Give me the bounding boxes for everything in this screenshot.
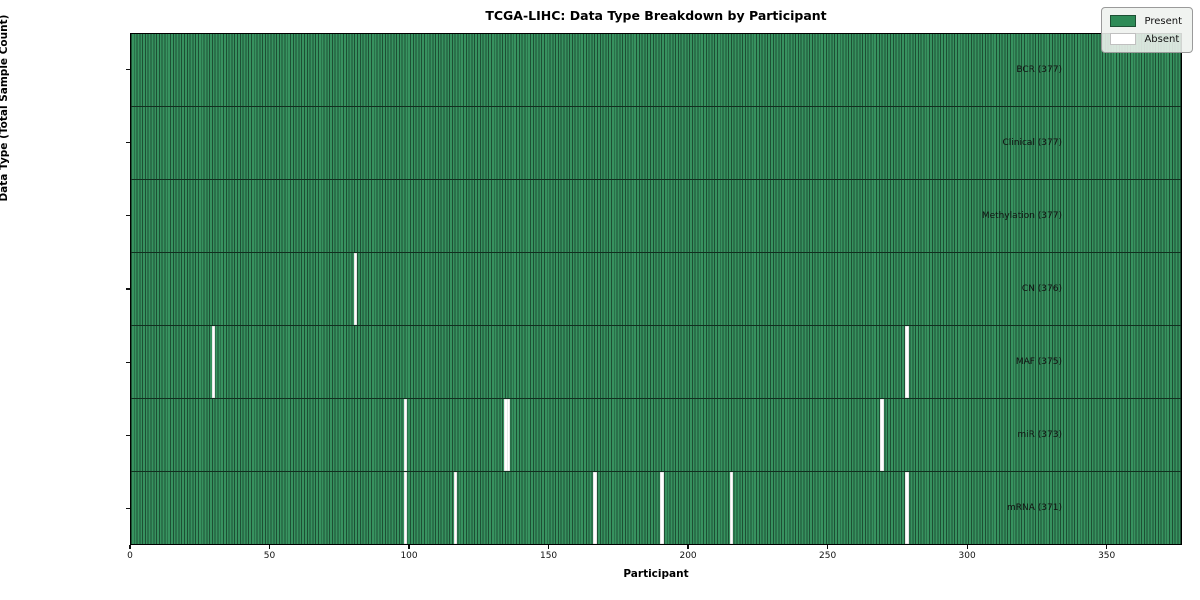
y-tick-label: mRNA (371) <box>1007 503 1062 514</box>
x-tick-mark <box>966 545 968 549</box>
y-tick-label: MAF (375) <box>1015 357 1062 368</box>
y-tick-label: Methylation (377) <box>981 210 1062 221</box>
legend-entry-absent: Absent <box>1110 33 1182 45</box>
x-tick-mark <box>268 545 271 549</box>
absent-cell <box>905 326 909 398</box>
absent-cell <box>353 253 358 325</box>
y-tick-mark <box>126 142 130 144</box>
x-tick-mark <box>129 545 131 549</box>
y-tick-label: CN (376) <box>1021 284 1062 294</box>
y-tick-mark <box>126 288 130 290</box>
y-tick-mark <box>126 507 130 510</box>
x-tick-label: 50 <box>263 551 276 561</box>
absent-cell <box>403 399 408 471</box>
legend: Present Absent <box>1101 7 1193 53</box>
y-tick-mark <box>126 361 130 363</box>
heatmap-row-BCR <box>131 34 1181 107</box>
absent-cell <box>506 399 511 471</box>
y-tick-label: BCR (377) <box>1016 64 1062 75</box>
x-tick-label: 150 <box>539 551 558 561</box>
x-tick-label: 0 <box>127 551 133 561</box>
y-axis-title: Data Type (Total Sample Count) <box>0 14 10 202</box>
x-tick-mark <box>408 545 410 549</box>
y-tick-label: miR (373) <box>1017 430 1062 441</box>
y-tick-mark <box>126 434 130 436</box>
x-tick-label: 300 <box>958 551 976 561</box>
absent-cell <box>593 472 597 544</box>
heatmap-row-Clinical <box>131 107 1181 180</box>
absent-cell <box>211 326 216 398</box>
x-axis-title: Participant <box>623 568 689 580</box>
absent-cell <box>729 472 734 544</box>
legend-label-present: Present <box>1144 15 1182 27</box>
x-tick-label: 250 <box>819 551 837 561</box>
heatmap-row-mRNA <box>131 472 1181 544</box>
x-tick-label: 200 <box>679 551 697 561</box>
x-tick-mark <box>827 545 829 549</box>
present-swatch-icon <box>1110 15 1137 27</box>
heatmap-row-miR <box>131 399 1181 472</box>
x-tick-label: 100 <box>400 551 418 561</box>
x-tick-mark <box>1106 545 1108 549</box>
absent-cell <box>504 399 508 471</box>
x-tick-mark <box>687 545 689 549</box>
y-tick-mark <box>126 215 130 217</box>
absent-cell <box>403 472 408 544</box>
y-tick-mark <box>126 68 130 71</box>
absent-cell <box>905 472 909 544</box>
absent-swatch-icon <box>1110 33 1137 45</box>
absent-cell <box>660 472 664 544</box>
heatmap-row-Methylation <box>131 180 1181 253</box>
heatmap-row-CN <box>131 253 1181 326</box>
heatmap-plot-area <box>130 33 1182 545</box>
x-tick-mark <box>547 545 550 549</box>
absent-cell <box>880 399 884 471</box>
heatmap-row-MAF <box>131 326 1181 399</box>
y-tick-label: Clinical (377) <box>1002 137 1062 148</box>
legend-label-absent: Absent <box>1144 33 1180 45</box>
x-tick-label: 350 <box>1098 551 1116 561</box>
absent-cell <box>454 472 458 544</box>
legend-entry-present: Present <box>1110 15 1182 27</box>
chart-title: TCGA-LIHC: Data Type Breakdown by Partic… <box>485 8 827 23</box>
